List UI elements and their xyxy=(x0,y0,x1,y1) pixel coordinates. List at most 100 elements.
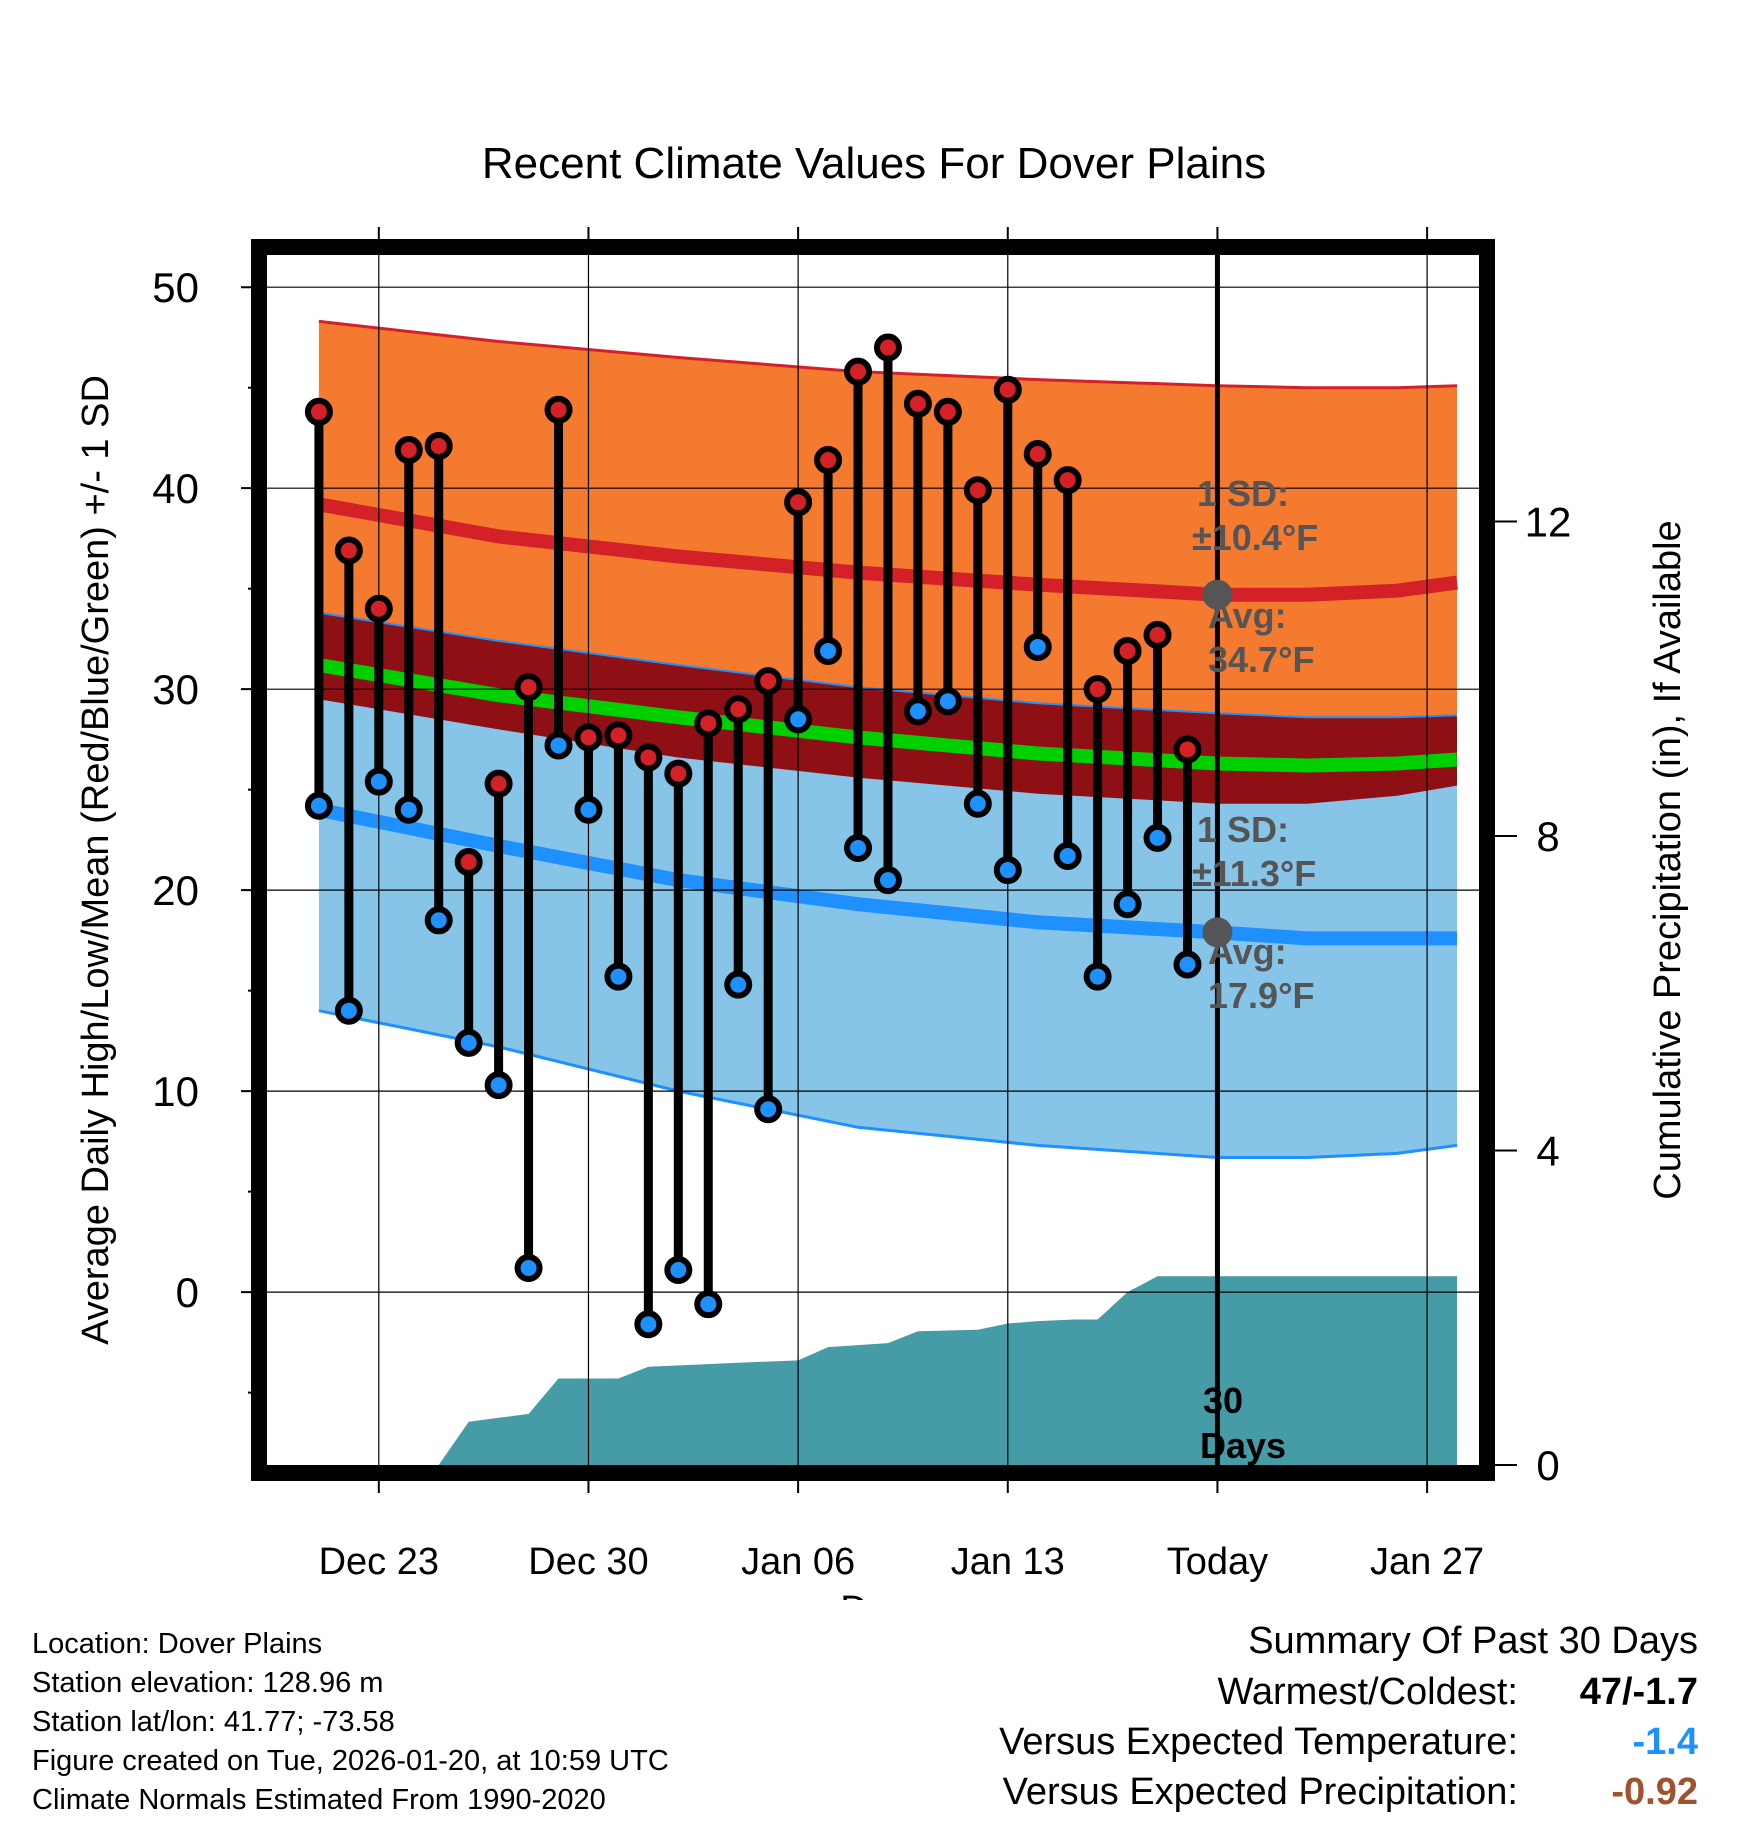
high-avg-label: Avg: xyxy=(1208,595,1287,636)
obs-high-point xyxy=(364,594,393,623)
precipitation-area xyxy=(318,1276,1457,1465)
warmest-coldest-value: 47/-1.7 xyxy=(1579,1671,1698,1713)
obs-low-point xyxy=(1173,950,1202,979)
obs-high-point xyxy=(844,357,873,386)
obs-high-point xyxy=(634,743,663,772)
x-axis-label: Day xyxy=(840,1589,908,1600)
obs-high-point xyxy=(784,488,813,517)
y-tick-label: 50 xyxy=(152,264,199,311)
vs-precip-label: Versus Expected Precipitation: xyxy=(1002,1771,1518,1813)
precip-cumulative-area xyxy=(318,1276,1457,1465)
obs-low-point xyxy=(454,1028,483,1057)
vs-precip-value: -0.92 xyxy=(1611,1771,1698,1813)
obs-high-point xyxy=(454,848,483,877)
y-tick-label: 10 xyxy=(152,1068,199,1115)
x-tick-label: Dec 23 xyxy=(319,1541,439,1583)
x-tick-label: Jan 06 xyxy=(741,1541,855,1583)
obs-high-point xyxy=(1113,636,1142,665)
low-sd-label: 1 SD: xyxy=(1197,809,1289,850)
obs-low-point xyxy=(304,791,333,820)
warmest-coldest-label: Warmest/Coldest: xyxy=(1217,1671,1518,1713)
obs-high-point xyxy=(873,333,902,362)
obs-low-point xyxy=(394,795,423,824)
obs-low-point xyxy=(963,789,992,818)
summary-warmest-row: Warmest/Coldest: 47/-1.7 xyxy=(999,1671,1698,1721)
x-tick-label: Jan 27 xyxy=(1370,1541,1484,1583)
high-upper-line xyxy=(318,319,1458,390)
station-metadata: Location: Dover Plains Station elevation… xyxy=(32,1625,669,1820)
obs-high-point xyxy=(993,375,1022,404)
obs-low-point xyxy=(784,705,813,734)
x-tick-label: Today xyxy=(1167,1541,1268,1583)
obs-low-point xyxy=(514,1253,543,1282)
obs-low-point xyxy=(694,1290,723,1319)
obs-low-point xyxy=(664,1256,693,1285)
high-sd-label: 1 SD: xyxy=(1197,473,1289,514)
obs-high-point xyxy=(694,709,723,738)
obs-high-point xyxy=(334,536,363,565)
obs-low-point xyxy=(484,1071,513,1100)
obs-low-point xyxy=(634,1310,663,1339)
obs-low-point xyxy=(814,636,843,665)
high-avg-value: 34.7°F xyxy=(1208,639,1314,680)
low-sd-value: ±11.3°F xyxy=(1192,853,1316,894)
y2-axis-label: Cumulative Precipitation (in), If Availa… xyxy=(1647,520,1689,1199)
obs-low-point xyxy=(1053,841,1082,870)
summary-temp-row: Versus Expected Temperature: -1.4 xyxy=(999,1721,1698,1771)
obs-low-point xyxy=(334,996,363,1025)
obs-low-point xyxy=(993,856,1022,885)
obs-high-point xyxy=(574,723,603,752)
high-sd-value: ±10.4°F xyxy=(1192,517,1318,558)
obs-high-point xyxy=(604,721,633,750)
days-label-count: 30 xyxy=(1203,1380,1243,1421)
y2-tick-label: 0 xyxy=(1536,1442,1559,1489)
location-text: Location: Dover Plains xyxy=(32,1628,323,1660)
chart-title: Recent Climate Values For Dover Plains xyxy=(482,139,1266,188)
obs-low-point xyxy=(724,970,753,999)
obs-high-point xyxy=(544,395,573,424)
obs-low-point xyxy=(574,795,603,824)
obs-low-point xyxy=(544,731,573,760)
y2-tick-label: 8 xyxy=(1536,813,1559,860)
x-tick-label: Jan 13 xyxy=(951,1541,1065,1583)
elevation-text: Station elevation: 128.96 m xyxy=(32,1667,384,1699)
summary-title: Summary Of Past 30 Days xyxy=(1248,1620,1698,1662)
vs-temp-value: -1.4 xyxy=(1632,1721,1698,1763)
obs-high-point xyxy=(754,667,783,696)
obs-high-point xyxy=(963,476,992,505)
obs-low-point xyxy=(364,767,393,796)
summary-panel: Summary Of Past 30 Days Warmest/Coldest:… xyxy=(999,1620,1698,1821)
obs-low-point xyxy=(844,833,873,862)
axes: 0 10 20 30 40 50 0 4 8 12 Dec 23 Dec 30 Jan 06 Jan 13… xyxy=(152,227,1571,1583)
climate-chart: Recent Climate Values For Dover Plains 1… xyxy=(75,139,1689,1600)
obs-high-point xyxy=(484,769,513,798)
low-lower-line xyxy=(318,1009,1458,1159)
high-avg-marker xyxy=(1202,579,1233,610)
y-tick-label: 30 xyxy=(152,666,199,713)
low-avg-marker xyxy=(1202,917,1233,948)
low-avg-label: Avg: xyxy=(1208,931,1287,972)
obs-high-point xyxy=(1173,735,1202,764)
obs-high-point xyxy=(903,389,932,418)
obs-high-point xyxy=(933,397,962,426)
obs-high-point xyxy=(1083,675,1112,704)
obs-low-point xyxy=(1113,890,1142,919)
y-tick-label: 20 xyxy=(152,867,199,914)
days-label-unit: Days xyxy=(1200,1425,1286,1466)
vs-temp-label: Versus Expected Temperature: xyxy=(999,1721,1518,1763)
latlon-text: Station lat/lon: 41.77; -73.58 xyxy=(32,1706,395,1738)
obs-high-point xyxy=(814,446,843,475)
summary-precip-row: Versus Expected Precipitation: -0.92 xyxy=(999,1771,1698,1821)
normal-low-line xyxy=(317,802,1457,946)
y2-tick-label: 12 xyxy=(1525,499,1572,546)
low-avg-value: 17.9°F xyxy=(1208,975,1314,1016)
normals-text: Climate Normals Estimated From 1990-2020 xyxy=(32,1784,606,1816)
obs-low-point xyxy=(1143,823,1172,852)
obs-high-point xyxy=(424,431,453,460)
obs-high-point xyxy=(394,435,423,464)
y-tick-label: 0 xyxy=(176,1269,199,1316)
obs-low-point xyxy=(873,866,902,895)
obs-high-point xyxy=(1053,466,1082,495)
plot-frame xyxy=(251,239,1495,1481)
